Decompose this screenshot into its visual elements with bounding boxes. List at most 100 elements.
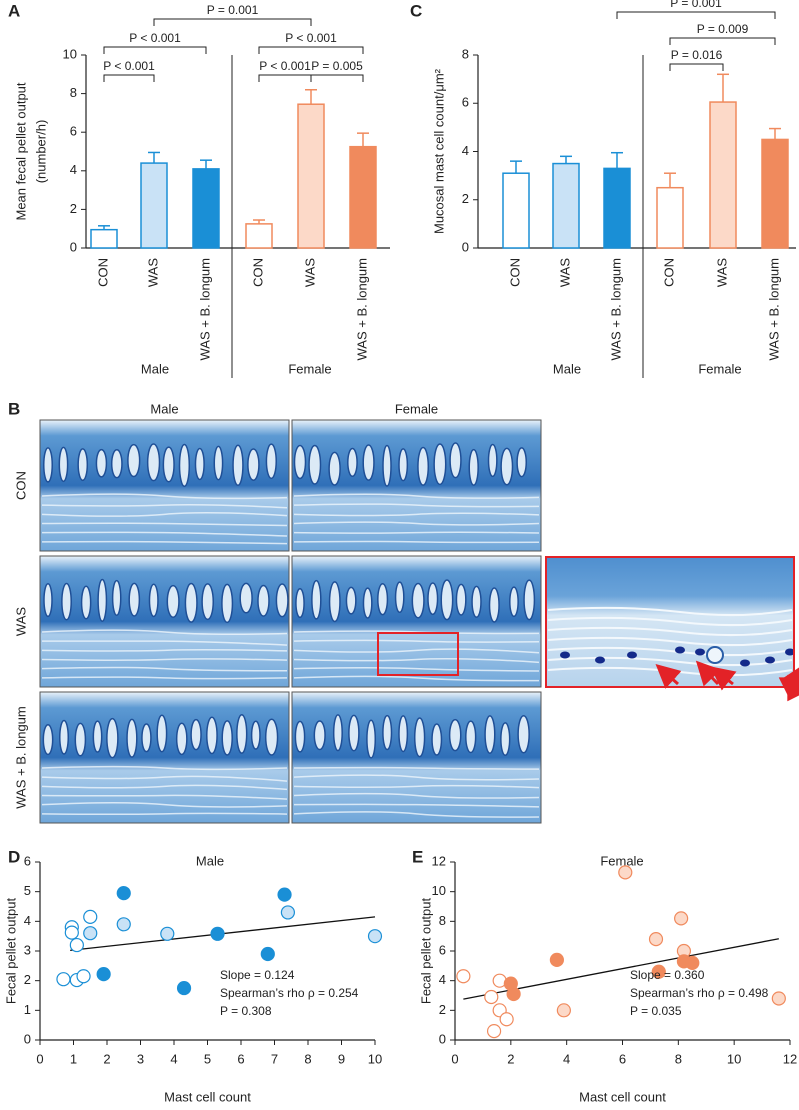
tissue-fiber xyxy=(293,784,540,789)
y-tick-label: 4 xyxy=(70,162,77,177)
panel-letter: C xyxy=(410,1,422,20)
p-value-label: P = 0.009 xyxy=(697,22,749,36)
bar xyxy=(90,228,118,249)
x-tick-label: 1 xyxy=(70,1051,77,1066)
tissue-fiber xyxy=(293,630,540,635)
crypt xyxy=(92,720,103,753)
data-point xyxy=(160,926,175,941)
crypt xyxy=(332,714,343,752)
data-point xyxy=(116,917,131,932)
crypt xyxy=(440,579,454,621)
bar xyxy=(297,103,325,249)
crypt xyxy=(328,581,341,623)
x-tick-label: WAS + B. longum xyxy=(354,258,369,360)
x-tick-label: 5 xyxy=(204,1051,211,1066)
tissue-background xyxy=(39,555,290,688)
significance-bracket xyxy=(258,46,364,54)
significance-bracket xyxy=(103,46,207,54)
tissue-fiber xyxy=(41,493,288,500)
p-value-label: P < 0.001 xyxy=(259,59,311,73)
crypt xyxy=(398,715,409,753)
x-tick-label: 8 xyxy=(304,1051,311,1066)
tissue-fiber xyxy=(41,504,288,509)
crypt xyxy=(345,586,357,615)
tissue-background xyxy=(39,691,290,824)
row-label: WAS xyxy=(13,607,28,636)
y-tick-label: 6 xyxy=(439,942,446,957)
tissue-fiber xyxy=(293,675,540,682)
crypt xyxy=(311,579,322,620)
tissue-image xyxy=(291,555,542,688)
data-point xyxy=(674,911,689,926)
column-label: Male xyxy=(150,401,178,416)
tissue-background xyxy=(291,419,542,552)
tissue-image xyxy=(291,691,542,824)
p-value-label: P < 0.001 xyxy=(285,31,337,45)
crypt xyxy=(308,444,322,485)
x-tick-label: 6 xyxy=(237,1051,244,1066)
x-tick-label: 2 xyxy=(103,1051,110,1066)
mast-cell xyxy=(695,648,705,656)
tissue-fiber xyxy=(293,540,540,544)
crypt xyxy=(236,713,248,754)
group-label: Male xyxy=(553,361,581,376)
crypt xyxy=(471,585,482,618)
crypt xyxy=(221,583,234,624)
x-tick-label: CON xyxy=(250,258,265,287)
x-tick-label: WAS xyxy=(302,258,317,287)
y-tick-label: 2 xyxy=(462,191,469,206)
crypt xyxy=(517,715,530,754)
tissue-fiber xyxy=(41,765,288,771)
y-tick-label: 4 xyxy=(462,143,469,158)
data-point xyxy=(280,905,295,920)
crypt xyxy=(313,720,326,751)
y-tick-label: 2 xyxy=(439,1002,446,1017)
crypt xyxy=(523,579,536,621)
crypt xyxy=(257,584,270,617)
tissue-fiber xyxy=(293,766,540,770)
tissue-fiber xyxy=(41,812,288,816)
crypt xyxy=(295,588,305,619)
y-tick-label: 4 xyxy=(439,972,446,987)
crypt xyxy=(516,447,527,478)
p-value-label: P = 0.001 xyxy=(670,0,722,10)
inset-border xyxy=(545,556,795,688)
p-value-label: P = 0.016 xyxy=(671,48,723,62)
bar xyxy=(552,162,580,249)
panel-letter: D xyxy=(8,847,20,866)
crypt xyxy=(366,719,377,759)
y-tick-label: 2 xyxy=(24,972,31,987)
data-point xyxy=(499,1012,514,1027)
group-label: Female xyxy=(698,361,741,376)
group-label: Female xyxy=(288,361,331,376)
x-tick-label: 10 xyxy=(727,1051,741,1066)
zoom-inset xyxy=(546,557,799,702)
crypt xyxy=(127,443,141,478)
tissue-fiber xyxy=(41,666,288,672)
x-tick-label: CON xyxy=(661,258,676,287)
x-tick-label: 2 xyxy=(507,1051,514,1066)
crypt xyxy=(156,714,168,753)
crypt xyxy=(394,581,405,614)
bar xyxy=(656,186,684,249)
crypt xyxy=(455,583,467,616)
crypt xyxy=(362,587,373,619)
crypt xyxy=(166,584,180,618)
tissue-fiber xyxy=(547,656,793,667)
tissue-fiber xyxy=(293,803,540,808)
crypt xyxy=(95,448,108,478)
crypt xyxy=(431,723,443,756)
crypt xyxy=(449,442,462,479)
data-point xyxy=(506,986,521,1002)
tissue-fiber xyxy=(293,811,540,818)
x-tick-label: WAS + B. longum xyxy=(766,258,781,360)
bar xyxy=(140,162,168,249)
bar xyxy=(245,223,273,249)
data-point xyxy=(176,980,192,996)
mast-cell xyxy=(740,659,750,667)
data-point xyxy=(69,937,84,953)
tissue-image xyxy=(39,419,290,552)
x-tick-label: 0 xyxy=(36,1051,43,1066)
tissue-fiber xyxy=(547,636,793,647)
significance-bracket xyxy=(669,37,776,45)
